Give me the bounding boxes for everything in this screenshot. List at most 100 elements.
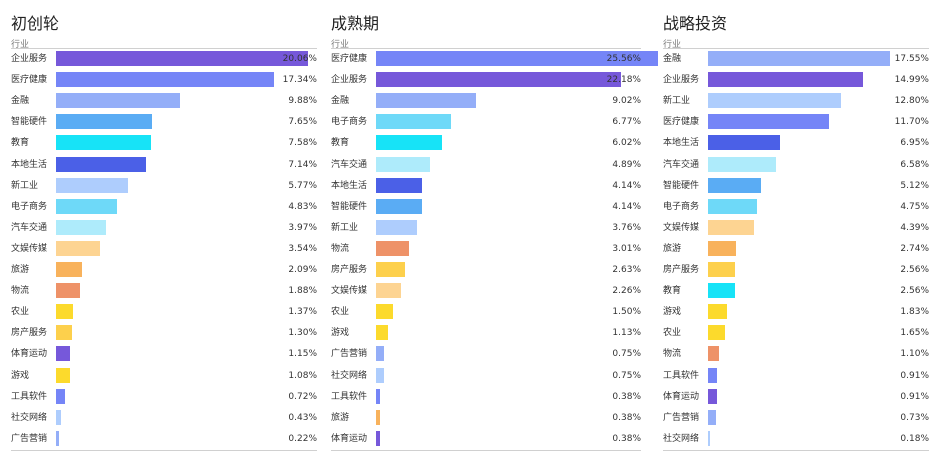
bar	[708, 93, 841, 109]
chart-panel-seed: 初创轮 行业 企业服务 20.06% 医疗健康 17.34% 金融 9.88% 智能硬件 7.…	[11, 0, 317, 460]
bar	[708, 430, 710, 446]
bar-row: 汽车交通 4.89%	[331, 156, 641, 173]
value-label: 0.75%	[612, 370, 641, 381]
bar-row: 广告营销 0.73%	[663, 409, 929, 426]
bar-row: 智能硬件 7.65%	[11, 114, 317, 130]
bar	[56, 430, 59, 446]
header-rule	[663, 48, 929, 49]
category-label: 广告营销	[11, 433, 48, 444]
value-label: 1.65%	[900, 328, 929, 339]
value-label: 1.50%	[612, 307, 641, 318]
bar-row: 社交网络 0.18%	[663, 430, 929, 447]
value-label: 7.14%	[288, 159, 317, 170]
category-label: 教育	[663, 286, 682, 297]
bar	[376, 240, 410, 256]
value-label: 1.13%	[612, 328, 641, 339]
value-label: 3.76%	[612, 222, 641, 233]
bar	[708, 72, 864, 88]
bar-row: 游戏 1.08%	[11, 367, 317, 384]
category-label: 医疗健康	[11, 75, 48, 86]
bar	[708, 367, 718, 383]
panel-title: 战略投资	[663, 14, 728, 33]
column-header: 行业	[331, 40, 350, 50]
bar	[376, 72, 621, 88]
value-label: 25.56%	[606, 54, 641, 64]
category-label: 汽车交通	[331, 159, 368, 170]
value-label: 1.30%	[288, 328, 317, 339]
value-label: 5.12%	[900, 180, 929, 191]
category-label: 汽车交通	[663, 159, 700, 170]
bar	[56, 177, 129, 193]
bar	[708, 304, 727, 320]
column-header: 行业	[663, 40, 682, 50]
category-label: 智能硬件	[331, 201, 368, 212]
bar	[376, 177, 422, 193]
category-label: 企业服务	[331, 75, 368, 86]
value-label: 1.83%	[900, 307, 929, 318]
value-label: 2.74%	[900, 243, 929, 254]
value-label: 4.14%	[612, 201, 641, 212]
category-label: 农业	[331, 307, 350, 318]
bar	[708, 283, 735, 299]
value-label: 1.88%	[288, 286, 317, 297]
category-label: 电子商务	[663, 201, 700, 212]
category-label: 工具软件	[663, 370, 700, 381]
bar	[708, 262, 735, 277]
bar	[708, 409, 716, 425]
category-label: 旅游	[11, 265, 30, 275]
value-label: 0.18%	[900, 433, 929, 444]
category-label: 金融	[663, 54, 682, 64]
bar-row: 医疗健康 25.56%	[331, 51, 658, 67]
category-label: 游戏	[11, 370, 30, 381]
value-label: 22.18%	[606, 75, 641, 86]
bar	[376, 283, 401, 299]
bar	[708, 177, 762, 193]
bar-row: 旅游 2.09%	[11, 262, 317, 278]
bar-row: 智能硬件 4.14%	[331, 198, 641, 215]
value-label: 3.54%	[288, 243, 317, 254]
value-label: 4.75%	[900, 201, 929, 212]
category-label: 房产服务	[11, 328, 48, 339]
value-label: 6.77%	[612, 117, 641, 128]
bar	[376, 198, 422, 214]
category-label: 广告营销	[663, 412, 700, 423]
value-label: 0.72%	[288, 391, 317, 402]
bar	[376, 262, 406, 277]
category-label: 工具软件	[11, 391, 48, 402]
category-label: 电子商务	[11, 201, 48, 212]
bar-row: 医疗健康 11.70%	[663, 114, 929, 130]
bar-row: 体育运动 1.15%	[11, 346, 317, 362]
bar-row: 新工业 3.76%	[331, 219, 641, 236]
category-label: 社交网络	[11, 412, 48, 423]
bar-row: 物流 1.88%	[11, 283, 317, 299]
bar-row: 游戏 1.13%	[331, 325, 641, 341]
value-label: 11.70%	[894, 117, 929, 128]
value-label: 4.83%	[288, 201, 317, 212]
value-label: 9.02%	[612, 96, 641, 107]
bar	[376, 430, 381, 446]
bar	[376, 135, 443, 151]
category-label: 本地生活	[11, 159, 48, 170]
bar-row: 文娱传媒 3.54%	[11, 240, 317, 257]
bar-row: 电子商务 6.77%	[331, 114, 641, 130]
bar	[56, 135, 152, 151]
bar-row: 文娱传媒 4.39%	[663, 219, 929, 236]
value-label: 3.01%	[612, 243, 641, 254]
bar	[376, 367, 385, 383]
category-label: 金融	[331, 96, 350, 107]
value-label: 17.34%	[282, 75, 317, 86]
value-label: 4.14%	[612, 180, 641, 191]
category-label: 物流	[663, 349, 682, 360]
bar-row: 企业服务 22.18%	[331, 72, 641, 88]
category-label: 企业服务	[11, 54, 48, 64]
category-label: 本地生活	[663, 138, 700, 149]
bar-row: 电子商务 4.83%	[11, 198, 317, 215]
value-label: 6.95%	[900, 138, 929, 149]
bar-row: 教育 7.58%	[11, 135, 317, 151]
bar-row: 社交网络 0.43%	[11, 409, 317, 426]
category-label: 教育	[11, 138, 30, 149]
bar-row: 本地生活 7.14%	[11, 156, 317, 173]
value-label: 3.97%	[288, 222, 317, 233]
bar-row: 房产服务 2.56%	[663, 262, 929, 278]
bar	[56, 198, 117, 214]
